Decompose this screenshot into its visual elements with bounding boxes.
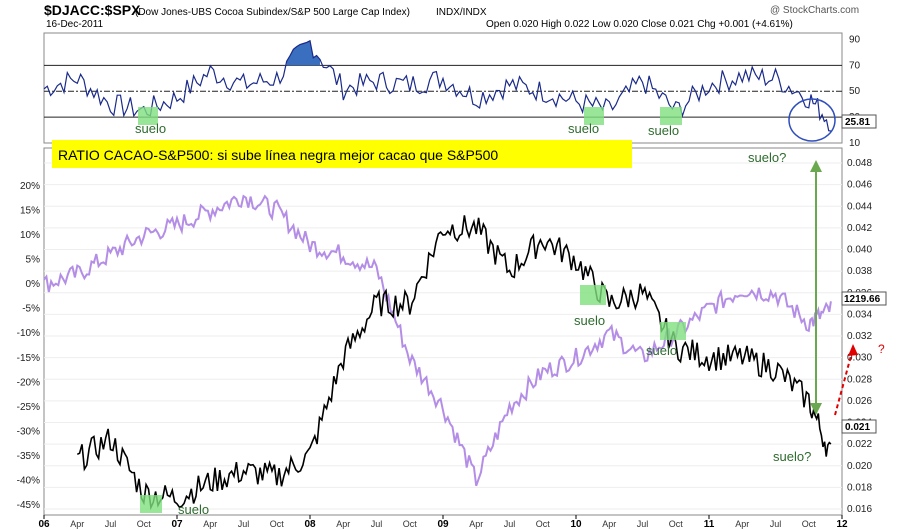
rsi-panel: 1030507090 bbox=[43, 32, 861, 149]
annotations: RATIO CACAO-S&P500: si sube línea negra … bbox=[52, 98, 887, 517]
x-tick-year: 11 bbox=[704, 519, 715, 530]
highlight-rsi-3 bbox=[660, 107, 682, 125]
annotation-suelo-q-bottom: suelo? bbox=[773, 449, 811, 464]
ratio-line bbox=[76, 215, 832, 511]
x-tick-year: 09 bbox=[437, 519, 449, 530]
x-tick-month: Apr bbox=[735, 519, 749, 529]
x-tick-month: Apr bbox=[203, 519, 217, 529]
annotation-suelo-rsi-2: suelo bbox=[568, 121, 599, 136]
x-tick-month: Oct bbox=[137, 519, 152, 529]
right-axis-tick: 0.034 bbox=[847, 309, 872, 320]
red-dashed-arrow bbox=[834, 344, 858, 416]
left-axis-tick: -40% bbox=[17, 475, 40, 486]
left-axis-tick: 20% bbox=[20, 181, 40, 192]
spx-value-tag: 1219.66 bbox=[844, 294, 881, 305]
left-axis-tick: -10% bbox=[17, 328, 40, 339]
x-tick-year: 12 bbox=[836, 519, 848, 530]
spx-line bbox=[43, 194, 832, 487]
banner-text: RATIO CACAO-S&P500: si sube línea negra … bbox=[58, 147, 498, 163]
left-axis-tick: -35% bbox=[17, 451, 40, 462]
x-tick-year: 08 bbox=[304, 519, 316, 530]
rsi-value-tag: 25.81 bbox=[845, 117, 870, 128]
x-tick-year: 07 bbox=[171, 519, 183, 530]
left-axis-tick: 15% bbox=[20, 206, 40, 217]
right-axis-tick: 0.038 bbox=[847, 266, 872, 277]
highlight-main-1 bbox=[140, 495, 162, 513]
rsi-tick: 70 bbox=[849, 60, 861, 71]
annotation-suelo-rsi-3: suelo bbox=[648, 123, 679, 138]
chart-exchange: INDX/INDX bbox=[436, 7, 487, 18]
highlight-main-2 bbox=[580, 285, 606, 305]
x-tick-month: Apr bbox=[602, 519, 616, 529]
x-tick-month: Jul bbox=[371, 519, 383, 529]
left-axis-tick: 0% bbox=[26, 279, 41, 290]
x-tick-month: Jul bbox=[770, 519, 782, 529]
right-axis-tick: 0.046 bbox=[847, 180, 872, 191]
annotation-suelo-main-1: suelo bbox=[178, 502, 209, 517]
green-double-arrow bbox=[810, 160, 822, 415]
copyright: @ StockCharts.com bbox=[770, 5, 859, 16]
main-panel: 20% 15% 10% 5% 0% -5% -10% -15% -20% -25% -30% -35%… bbox=[17, 147, 872, 530]
x-tick-month: Apr bbox=[469, 519, 483, 529]
highlight-rsi-2 bbox=[584, 107, 604, 125]
right-axis-tick: 0.028 bbox=[847, 374, 872, 385]
left-axis-tick: -15% bbox=[17, 353, 40, 364]
x-tick-year: 06 bbox=[38, 519, 50, 530]
right-axis-tick: 0.030 bbox=[847, 353, 872, 364]
x-tick-month: Oct bbox=[403, 519, 418, 529]
annotation-suelo-q-top: suelo? bbox=[748, 150, 786, 165]
chart-description: (Dow Jones-UBS Cocoa Subindex/S&P 500 La… bbox=[135, 7, 410, 18]
banner-background bbox=[52, 140, 632, 168]
left-axis-tick: -45% bbox=[17, 500, 40, 511]
chart-date: 16-Dec-2011 bbox=[46, 19, 104, 30]
x-tick-month: Jul bbox=[238, 519, 250, 529]
right-axis-tick: 0.016 bbox=[847, 504, 872, 515]
x-tick-month: Oct bbox=[669, 519, 684, 529]
right-axis-tick: 0.040 bbox=[847, 245, 872, 256]
rsi-tick: 10 bbox=[849, 138, 861, 149]
left-axis-tick: -30% bbox=[17, 426, 40, 437]
annotation-suelo-rsi-1: suelo bbox=[135, 121, 166, 136]
right-axis-tick: 0.026 bbox=[847, 396, 872, 407]
rsi-tick: 50 bbox=[849, 86, 861, 97]
highlight-main-3 bbox=[660, 322, 686, 340]
ratio-value-tag: 0.021 bbox=[845, 422, 870, 433]
x-tick-month: Jul bbox=[637, 519, 649, 529]
x-tick-month: Jul bbox=[105, 519, 117, 529]
right-axis-tick: 0.044 bbox=[847, 201, 872, 212]
left-axis-tick: 10% bbox=[20, 230, 40, 241]
right-axis-tick: 0.020 bbox=[847, 461, 872, 472]
left-axis-tick: -20% bbox=[17, 377, 40, 388]
x-tick-month: Apr bbox=[336, 519, 350, 529]
annotation-suelo-main-3: suelo bbox=[646, 343, 677, 358]
right-axis-tick: 0.032 bbox=[847, 331, 872, 342]
right-axis-tick: 0.042 bbox=[847, 223, 872, 234]
x-tick-year: 10 bbox=[570, 519, 582, 530]
annotation-question: ? bbox=[878, 342, 885, 356]
right-axis-tick: 0.048 bbox=[847, 158, 872, 169]
x-tick-month: Oct bbox=[802, 519, 817, 529]
rsi-overbought-fill bbox=[286, 40, 320, 66]
left-axis-tick: -5% bbox=[22, 304, 40, 315]
left-axis-tick: -25% bbox=[17, 402, 40, 413]
right-axis-tick: 0.018 bbox=[847, 482, 872, 493]
annotation-suelo-main-2: suelo bbox=[574, 313, 605, 328]
highlight-rsi-1 bbox=[138, 107, 158, 125]
highlight-circle bbox=[788, 98, 836, 142]
x-tick-month: Oct bbox=[270, 519, 285, 529]
chart-symbol: $DJACC:$SPX bbox=[44, 2, 141, 18]
x-tick-month: Oct bbox=[536, 519, 551, 529]
rsi-line bbox=[43, 39, 831, 132]
left-axis-tick: 5% bbox=[26, 255, 41, 266]
rsi-tick: 90 bbox=[849, 34, 861, 45]
x-tick-month: Jul bbox=[504, 519, 516, 529]
right-axis-tick: 0.022 bbox=[847, 439, 872, 450]
x-tick-month: Apr bbox=[70, 519, 84, 529]
ohlc-readout: Open 0.020 High 0.022 Low 0.020 Close 0.… bbox=[486, 19, 793, 30]
